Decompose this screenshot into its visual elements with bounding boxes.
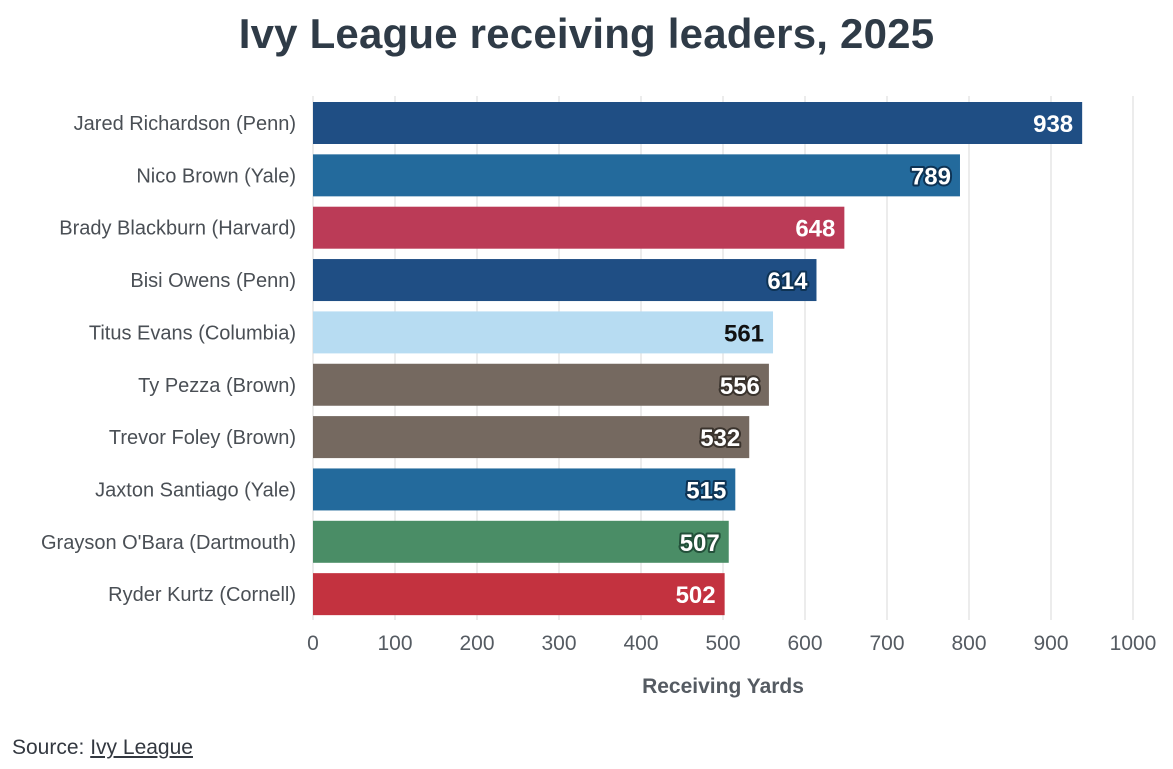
bar xyxy=(313,573,725,616)
y-category-label: Ryder Kurtz (Cornell) xyxy=(108,584,296,606)
y-category-label: Trevor Foley (Brown) xyxy=(109,427,296,449)
y-category-label: Nico Brown (Yale) xyxy=(136,165,296,187)
x-axis-title: Receiving Yards xyxy=(642,675,804,698)
x-tick-label: 0 xyxy=(307,632,319,655)
y-category-label: Jared Richardson (Penn) xyxy=(74,113,296,135)
x-tick-label: 700 xyxy=(869,632,904,655)
x-tick-label: 800 xyxy=(951,632,986,655)
bar-value-label: 789 xyxy=(911,163,951,190)
x-tick-label: 600 xyxy=(787,632,822,655)
x-tick-label: 300 xyxy=(541,632,576,655)
y-category-label: Bisi Owens (Penn) xyxy=(130,270,296,292)
y-category-label: Jaxton Santiago (Yale) xyxy=(95,479,296,501)
source-prefix: Source: xyxy=(12,736,91,759)
y-category-label: Grayson O'Bara (Dartmouth) xyxy=(41,532,296,554)
source-line: Source: Ivy League xyxy=(12,736,193,760)
bar xyxy=(313,102,1083,144)
bar-value-label: 938 xyxy=(1033,111,1073,138)
bar xyxy=(313,259,817,302)
bar-value-label: 515 xyxy=(686,477,726,504)
bar-value-label: 614 xyxy=(767,268,808,295)
bar-value-label: 532 xyxy=(700,425,740,452)
bar-value-label: 648 xyxy=(795,216,835,243)
x-tick-label: 100 xyxy=(377,632,412,655)
bar xyxy=(313,206,845,249)
x-tick-label: 900 xyxy=(1033,632,1068,655)
bar xyxy=(313,468,736,511)
source-link[interactable]: Ivy League xyxy=(90,736,193,759)
x-tick-label: 200 xyxy=(459,632,494,655)
bar xyxy=(313,363,769,406)
y-category-label: Titus Evans (Columbia) xyxy=(89,322,296,344)
bar-value-label: 502 xyxy=(676,582,716,609)
bar-value-label: 507 xyxy=(680,530,720,557)
x-tick-label: 500 xyxy=(705,632,740,655)
chart-title: Ivy League receiving leaders, 2025 xyxy=(238,10,935,57)
bar-value-label: 556 xyxy=(720,373,760,400)
bar xyxy=(313,154,960,197)
x-tick-label: 400 xyxy=(623,632,658,655)
y-category-label: Ty Pezza (Brown) xyxy=(138,375,296,397)
bar xyxy=(313,520,729,563)
y-category-label: Brady Blackburn (Harvard) xyxy=(59,218,296,240)
bar xyxy=(313,311,774,354)
bar xyxy=(313,416,750,459)
bar-value-label: 561 xyxy=(724,320,764,347)
x-tick-label: 1000 xyxy=(1110,632,1157,655)
